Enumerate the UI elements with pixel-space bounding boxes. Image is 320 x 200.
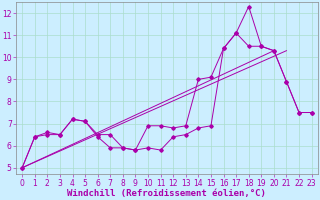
X-axis label: Windchill (Refroidissement éolien,°C): Windchill (Refroidissement éolien,°C) [68, 189, 266, 198]
